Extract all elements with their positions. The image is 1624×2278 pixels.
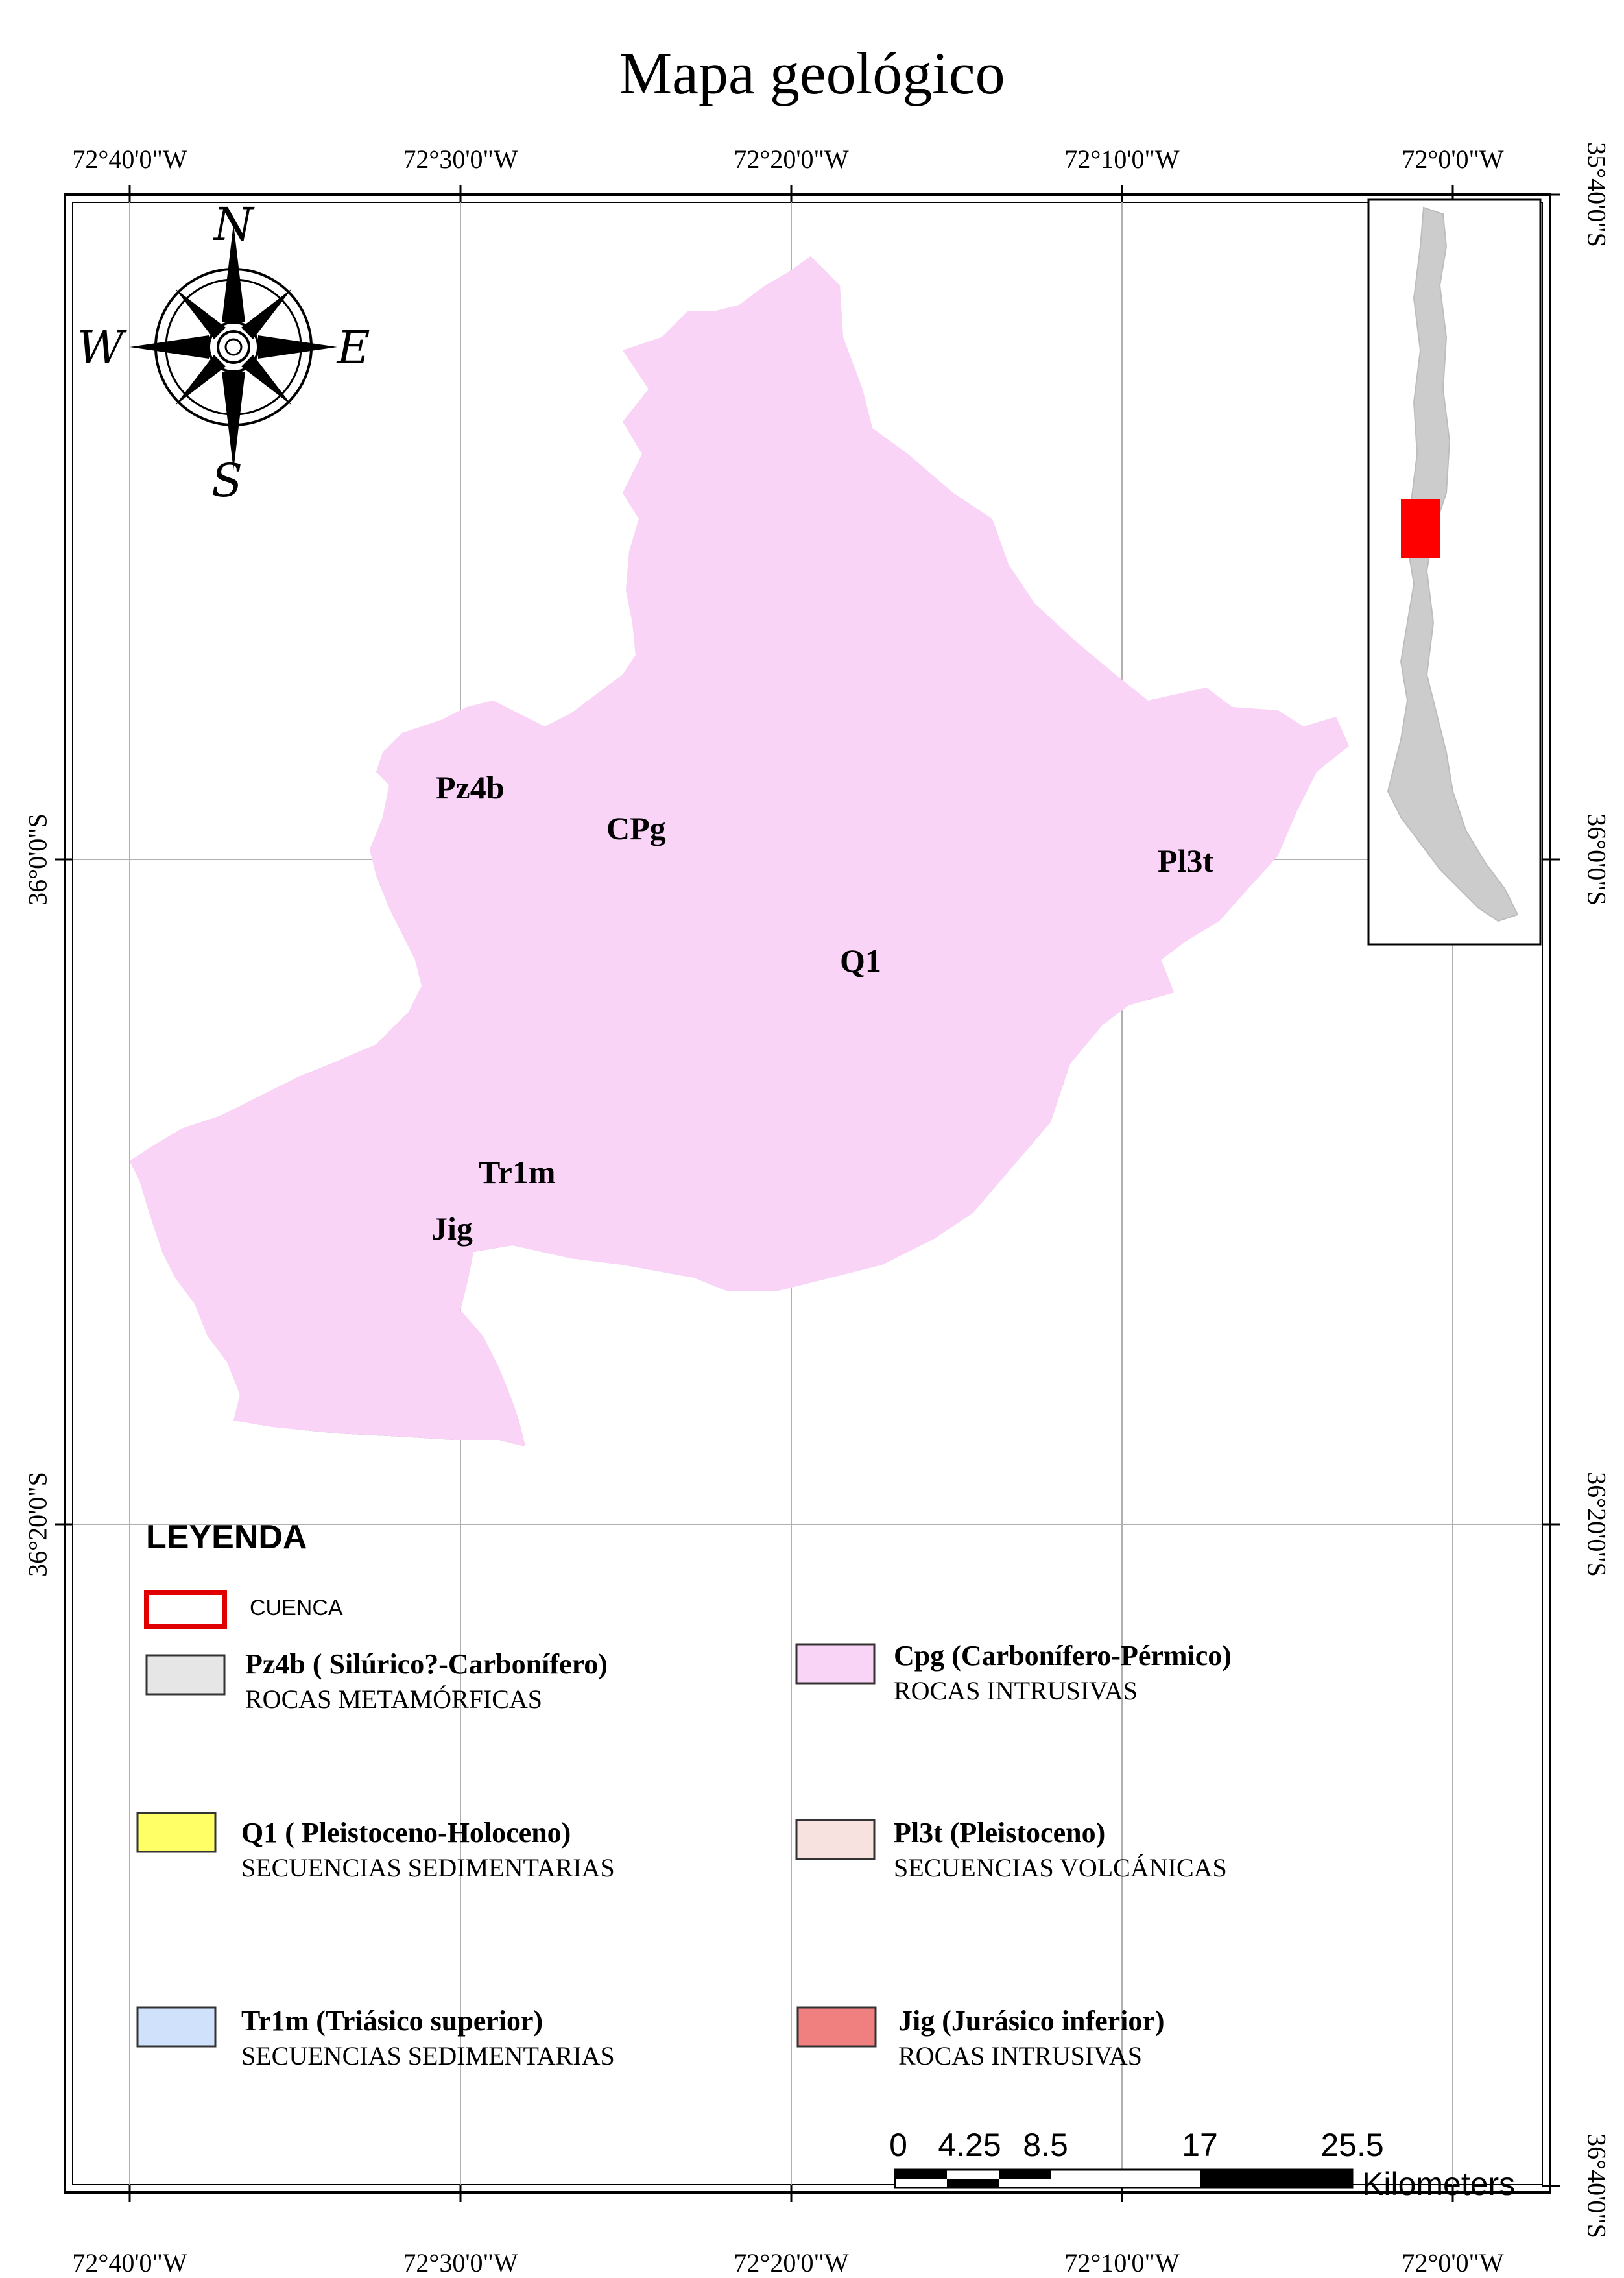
lon-label-bottom-4: 72°10'0"W: [1064, 2248, 1180, 2277]
lon-label-top-5: 72°0'0"W: [1402, 145, 1504, 174]
lat-label-right-3: 36°20'0"S: [1582, 1472, 1612, 1577]
legend-swatch-cpg: [795, 1643, 876, 1685]
legend-swatch-jig: [796, 2006, 877, 2048]
legend-swatches: [136, 1590, 877, 2048]
scale-tick-4: 25.5: [1320, 2127, 1384, 2163]
compass-south: S: [211, 454, 243, 507]
legend-swatch-pl3t: [795, 1819, 876, 1860]
lat-label-left-1: 36°0'0"S: [23, 813, 53, 905]
scale-tick-1: 4.25: [938, 2127, 1001, 2163]
legend-desc-tr1m: SECUENCIAS SEDIMENTARIAS: [241, 2041, 615, 2070]
compass-rose: N S W E: [77, 198, 370, 507]
legend-desc-cpg: ROCAS INTRUSIVAS: [894, 1676, 1138, 1705]
lat-label-right-2: 36°0'0"S: [1582, 813, 1612, 905]
legend-name-q1: Q1 ( Pleistoceno-Holoceno): [241, 1817, 571, 1849]
lat-label-right-1: 35°40'0"S: [1582, 142, 1612, 247]
map-label-pz4b: Pz4b: [436, 769, 505, 806]
lon-label-bottom-3: 72°20'0"W: [734, 2248, 849, 2277]
legend-label-cuenca: CUENCA: [250, 1596, 343, 1620]
legend-name-cpg: Cpg (Carbonífero-Pérmico): [894, 1640, 1232, 1672]
map-label-pl3t: Pl3t: [1158, 843, 1214, 879]
lat-label-left-2: 36°20'0"S: [23, 1472, 53, 1577]
lon-label-bottom-5: 72°0'0"W: [1402, 2248, 1504, 2277]
scale-tick-0: 0: [889, 2127, 907, 2163]
scale-tick-3: 17: [1182, 2127, 1218, 2163]
lon-label-top-1: 72°40'0"W: [72, 145, 187, 174]
compass-north: N: [212, 198, 255, 251]
inset-study-area: [1401, 499, 1440, 558]
scale-unit-label: Kilometers: [1362, 2166, 1516, 2202]
legend-desc-pz4b: ROCAS METAMÓRFICAS: [245, 1685, 543, 1714]
legend-swatch-tr1m: [136, 2006, 217, 2048]
legend-desc-jig: ROCAS INTRUSIVAS: [898, 2041, 1143, 2070]
legend-swatch-cuenca: [144, 1590, 227, 1629]
lon-label-bottom-2: 72°30'0"W: [403, 2248, 518, 2277]
map-label-q1: Q1: [840, 942, 881, 979]
legend-desc-q1: SECUENCIAS SEDIMENTARIAS: [241, 1853, 615, 1882]
lat-label-right-4: 36°40'0"S: [1582, 2133, 1612, 2238]
legend-swatch-pz4b: [145, 1654, 226, 1696]
legend-name-jig: Jig (Jurásico inferior): [898, 2005, 1165, 2037]
legend-name-tr1m: Tr1m (Triásico superior): [241, 2005, 543, 2037]
lon-label-top-2: 72°30'0"W: [403, 145, 518, 174]
legend-title: LEYENDA: [146, 1518, 307, 1556]
map-label-tr1m: Tr1m: [479, 1154, 556, 1190]
scale-bar: [894, 2168, 1354, 2189]
lon-label-top-3: 72°20'0"W: [734, 145, 849, 174]
compass-west: W: [77, 321, 127, 374]
compass-east: E: [335, 321, 370, 374]
legend-desc-pl3t: SECUENCIAS VOLCÁNICAS: [894, 1853, 1227, 1882]
map-label-cpg: CPg: [606, 810, 666, 846]
inset-locator-map: [1367, 198, 1542, 946]
legend-name-pz4b: Pz4b ( Silúrico?-Carbonífero): [245, 1648, 608, 1680]
map-title: Mapa geológico: [619, 40, 1005, 106]
legend-swatch-q1: [136, 1812, 217, 1853]
map-label-jig: Jig: [431, 1210, 473, 1247]
geologic-units: [117, 246, 1362, 1446]
scale-tick-2: 8.5: [1023, 2127, 1068, 2163]
lon-label-top-4: 72°10'0"W: [1064, 145, 1180, 174]
legend-name-pl3t: Pl3t (Pleistoceno): [894, 1817, 1106, 1849]
lon-label-bottom-1: 72°40'0"W: [72, 2248, 187, 2277]
